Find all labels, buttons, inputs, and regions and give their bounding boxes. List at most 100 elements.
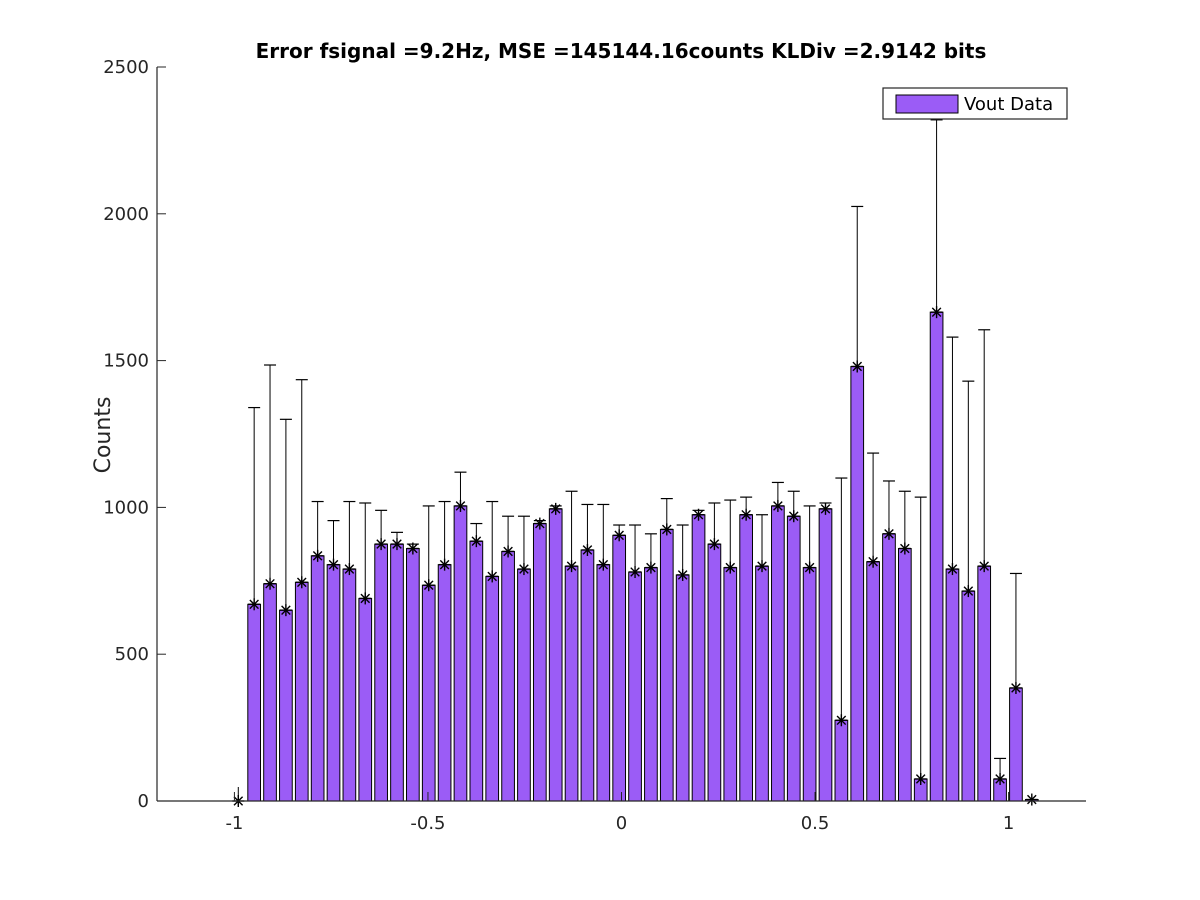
data-point-marker (708, 538, 721, 551)
bar (437, 564, 452, 802)
data-point-marker (597, 558, 610, 571)
bar (771, 505, 785, 802)
bar (644, 567, 658, 802)
data-point-marker (994, 772, 1007, 785)
data-point-marker (422, 579, 435, 592)
data-point-marker (279, 604, 292, 617)
bar (517, 568, 531, 802)
y-tick-label: 500 (115, 644, 149, 665)
x-tick-label: -1 (225, 813, 243, 834)
data-point-marker (581, 543, 594, 556)
data-point-marker (898, 542, 911, 555)
data-point-marker (533, 517, 546, 530)
data-point-marker (311, 549, 324, 562)
data-point-marker (549, 502, 562, 515)
data-point-marker (851, 360, 864, 373)
data-point-marker (327, 558, 340, 571)
bar (263, 583, 277, 802)
bar (628, 571, 642, 802)
bar (961, 590, 976, 802)
y-tick-label: 2500 (103, 57, 149, 78)
bar (501, 550, 515, 802)
data-point-marker (835, 714, 848, 727)
data-point-marker (644, 561, 657, 574)
bar (723, 567, 738, 802)
data-point-marker (803, 561, 816, 574)
legend-swatch (895, 94, 959, 114)
bar (612, 534, 627, 802)
bar (882, 533, 896, 802)
data-point-marker (359, 592, 372, 605)
data-point-marker (390, 538, 403, 551)
bar (421, 584, 436, 802)
bar (1009, 687, 1023, 802)
bar (326, 564, 341, 802)
data-point-marker (1025, 793, 1038, 806)
data-point-marker (676, 568, 689, 581)
data-point-marker (343, 563, 356, 576)
y-tick-label: 2000 (103, 204, 149, 225)
data-point-marker (819, 502, 832, 515)
data-point-marker (930, 306, 943, 319)
axes: 0 500 1000 1500 2000 2500 -1 -0.5 0 0.5 1 (103, 57, 1086, 834)
data-point-marker (962, 585, 975, 598)
bar (945, 568, 960, 802)
legend-label: Vout Data (964, 94, 1053, 115)
bar (818, 508, 833, 802)
data-point-marker (565, 560, 578, 573)
bar (548, 508, 563, 802)
data-point-marker (946, 563, 959, 576)
bar (675, 574, 690, 802)
bar (469, 540, 484, 802)
bar (897, 548, 912, 802)
bar (390, 543, 404, 802)
data-point-marker (375, 538, 388, 551)
data-point-marker (486, 570, 499, 583)
legend: Vout Data (882, 87, 1068, 120)
data-point-marker (438, 558, 451, 571)
bar (374, 543, 388, 802)
bar (850, 365, 865, 802)
data-point-marker (454, 499, 467, 512)
y-axis-label: Counts (91, 397, 116, 474)
data-point-marker (882, 527, 895, 540)
data-point-marker (613, 529, 626, 542)
data-point-marker (787, 510, 800, 523)
data-point-marker (771, 499, 784, 512)
y-tick-label: 1500 (103, 351, 149, 372)
bar (406, 548, 420, 802)
bar (707, 543, 722, 802)
bar (786, 515, 801, 802)
data-point-marker (470, 535, 483, 548)
bar (929, 311, 944, 802)
data-point-marker (740, 508, 753, 521)
bar (453, 505, 468, 802)
x-tick-label: -0.5 (410, 813, 445, 834)
chart-title: Error fsignal =9.2Hz, MSE =145144.16coun… (256, 39, 987, 63)
bar (596, 564, 611, 802)
bar (532, 523, 547, 802)
x-tick-label: 0.5 (801, 813, 830, 834)
data-point-marker (502, 545, 515, 558)
data-point-marker (406, 542, 419, 555)
data-point-marker (660, 523, 673, 536)
bar (659, 528, 674, 802)
bar (310, 555, 325, 802)
bar (866, 561, 880, 802)
data-point-marker (724, 561, 737, 574)
x-tick-label: 0 (616, 813, 627, 834)
data-point-marker (264, 577, 277, 590)
bar (342, 568, 357, 802)
bar (485, 575, 500, 802)
bar (977, 565, 992, 802)
y-tick-label: 1000 (103, 497, 149, 518)
x-tick-label: 1 (1003, 813, 1014, 834)
bar (802, 567, 817, 802)
bar (834, 719, 849, 802)
bar (247, 603, 262, 802)
bar (580, 549, 595, 802)
data-point-marker (295, 576, 308, 589)
data-point-marker (867, 555, 880, 568)
bar (564, 565, 579, 802)
